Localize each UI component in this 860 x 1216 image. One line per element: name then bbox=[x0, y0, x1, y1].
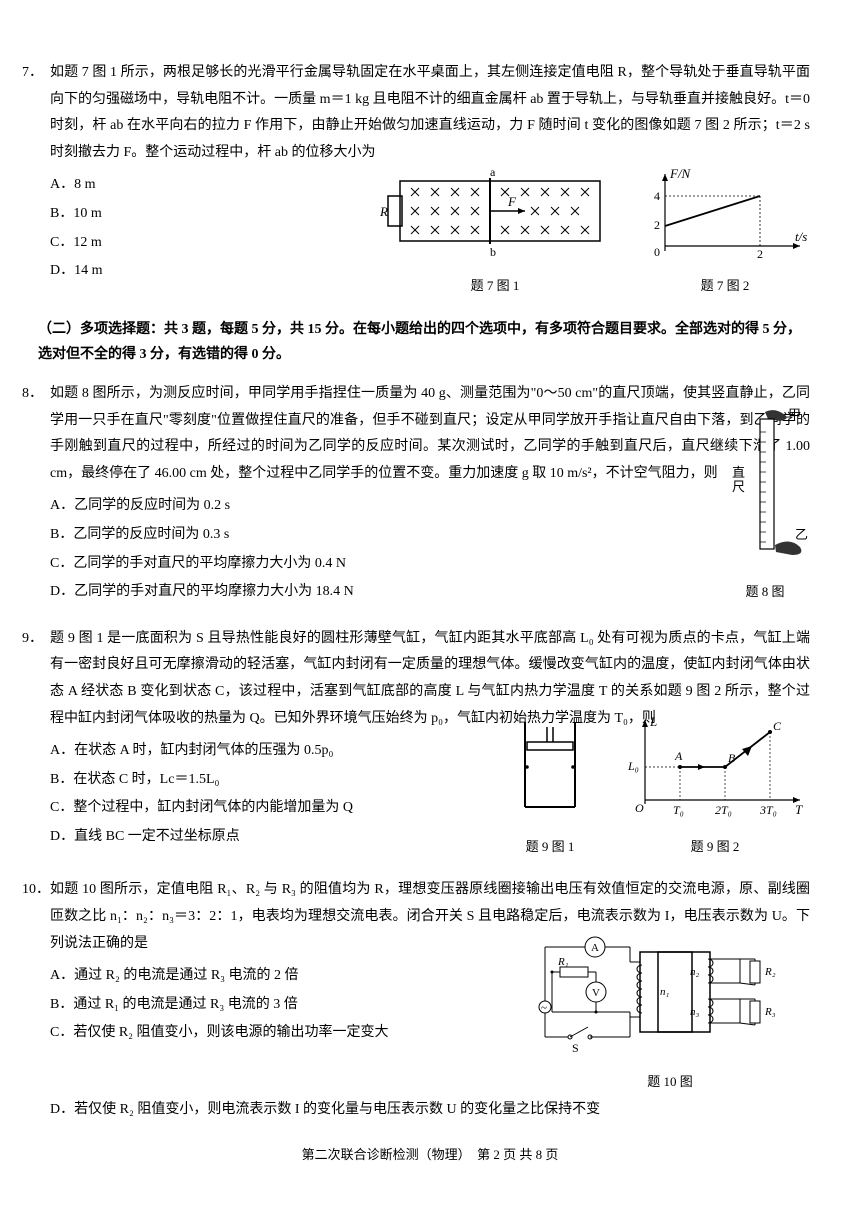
options-list: A．乙同学的反应时间为 0.2 s B．乙同学的反应时间为 0.3 s C．乙同… bbox=[50, 491, 700, 607]
ylabel: L bbox=[649, 714, 657, 729]
figure-9-2: L T A B C L₀ O T₀ 2 bbox=[620, 712, 810, 859]
label-n1: n₁ bbox=[660, 986, 670, 998]
option-d: D．若仅使 R₂ 阻值变小，则电流表示数 I 的变化量与电压表示数 U 的变化量… bbox=[50, 1097, 810, 1124]
label-n2: n₂ bbox=[690, 966, 700, 978]
ytick-4: 4 bbox=[654, 189, 660, 203]
options-list: A．8 m B．10 m C．12 m D．14 m bbox=[50, 170, 280, 286]
question-7: 7． 如题 7 图 1 所示，两根足够长的光滑平行金属导轨固定在水平桌面上，其左… bbox=[50, 60, 810, 299]
label-S: S bbox=[572, 1041, 579, 1055]
figure-caption: 题 7 图 2 bbox=[640, 274, 810, 299]
label-yi: 乙 bbox=[795, 527, 808, 542]
question-8: 8． 如题 8 图所示，为测反应时间，甲同学用手指捏住一质量为 40 g、测量范… bbox=[50, 381, 810, 608]
figure-caption: 题 7 图 1 bbox=[380, 274, 610, 299]
xtick-2: 2 bbox=[757, 247, 763, 261]
figure-7-2: F/N t/s 4 2 0 2 题 7 图 2 bbox=[640, 166, 810, 298]
options-list: A．在状态 A 时，缸内封闭气体的压强为 0.5p₀ B．在状态 C 时，Lc＝… bbox=[50, 736, 490, 852]
figure-caption: 题 9 图 2 bbox=[620, 835, 810, 860]
option-d: D．14 m bbox=[50, 258, 280, 285]
question-text: 如题 7 图 1 所示，两根足够长的光滑平行金属导轨固定在水平桌面上，其左侧连接… bbox=[50, 60, 810, 166]
label-a: a bbox=[490, 166, 496, 179]
section-2-header: （二）多项选择题：共 3 题，每题 5 分，共 15 分。在每小题给出的四个选项… bbox=[38, 317, 810, 367]
label-ruler: 直尺 bbox=[732, 465, 745, 494]
ammeter-icon: A bbox=[591, 942, 599, 954]
label-F: F bbox=[507, 194, 517, 209]
figure-caption: 题 9 图 1 bbox=[500, 835, 600, 860]
figure-7-1: a R F bbox=[380, 166, 610, 298]
xtick-2T0: 2T₀ bbox=[715, 803, 732, 817]
label-b: b bbox=[490, 245, 496, 259]
label-C: C bbox=[773, 719, 782, 733]
ytick-L0: L₀ bbox=[627, 759, 639, 773]
question-number: 9． bbox=[22, 626, 43, 653]
figure-caption: 题 10 图 bbox=[530, 1070, 810, 1095]
label-A: A bbox=[674, 749, 683, 763]
option-a: A．8 m bbox=[50, 172, 280, 199]
ylabel: F/N bbox=[669, 166, 692, 181]
question-9: 9． 题 9 图 1 是一底面积为 S 且导热性能良好的圆柱形薄壁气缸，气缸内距… bbox=[50, 626, 810, 860]
label-R1: R₁ bbox=[557, 956, 569, 968]
figure-8: 甲 直尺 乙 题 8 图 bbox=[720, 407, 810, 604]
xlabel: T bbox=[795, 802, 803, 817]
option-d: D．乙同学的手对直尺的平均摩擦力大小为 18.4 N bbox=[50, 579, 700, 606]
question-number: 7． bbox=[22, 60, 43, 87]
page-footer: 第二次联合诊断检测（物理） 第 2 页 共 8 页 bbox=[50, 1143, 810, 1168]
option-c: C．12 m bbox=[50, 230, 280, 257]
option-b: B．通过 R₁ 的电流是通过 R₃ 电流的 3 倍 bbox=[50, 992, 520, 1019]
option-a: A．乙同学的反应时间为 0.2 s bbox=[50, 493, 700, 520]
origin: 0 bbox=[654, 245, 660, 259]
label-n3: n₃ bbox=[690, 1006, 700, 1018]
label-B: B bbox=[728, 751, 736, 765]
options-list: A．通过 R₂ 的电流是通过 R₃ 电流的 2 倍 B．通过 R₁ 的电流是通过… bbox=[50, 961, 520, 1049]
question-text: 如题 8 图所示，为测反应时间，甲同学用手指捏住一质量为 40 g、测量范围为"… bbox=[50, 381, 810, 487]
figure-10: ~ S A R₁ V bbox=[530, 927, 810, 1094]
option-a: A．在状态 A 时，缸内封闭气体的压强为 0.5p₀ bbox=[50, 738, 490, 765]
figure-9-1: 题 9 图 1 bbox=[500, 712, 600, 859]
option-a: A．通过 R₂ 的电流是通过 R₃ 电流的 2 倍 bbox=[50, 963, 520, 990]
option-b: B．10 m bbox=[50, 201, 280, 228]
xtick-3T0: 3T₀ bbox=[759, 803, 777, 817]
origin: O bbox=[635, 801, 644, 815]
xlabel: t/s bbox=[795, 229, 807, 244]
xtick-T0: T₀ bbox=[673, 803, 684, 817]
voltmeter-icon: V bbox=[592, 987, 600, 999]
option-c: C．若仅使 R₂ 阻值变小，则该电源的输出功率一定变大 bbox=[50, 1020, 520, 1047]
option-b: B．乙同学的反应时间为 0.3 s bbox=[50, 522, 700, 549]
label-R3: R₃ bbox=[764, 1006, 776, 1018]
question-number: 10． bbox=[22, 877, 50, 904]
label-jia: 甲 bbox=[788, 407, 801, 422]
label-source: ~ bbox=[541, 1002, 547, 1014]
option-c: C．乙同学的手对直尺的平均摩擦力大小为 0.4 N bbox=[50, 551, 700, 578]
question-10: 10． 如题 10 图所示，定值电阻 R₁、R₂ 与 R₃ 的阻值均为 R，理想… bbox=[50, 877, 810, 1123]
option-d: D．直线 BC 一定不过坐标原点 bbox=[50, 824, 490, 851]
ytick-2: 2 bbox=[654, 218, 660, 232]
figure-caption: 题 8 图 bbox=[720, 580, 810, 605]
option-c: C．整个过程中，缸内封闭气体的内能增加量为 Q bbox=[50, 795, 490, 822]
label-R2: R₂ bbox=[764, 966, 776, 978]
label-R: R bbox=[380, 204, 388, 219]
question-number: 8． bbox=[22, 381, 43, 408]
option-b: B．在状态 C 时，Lc＝1.5L₀ bbox=[50, 767, 490, 794]
